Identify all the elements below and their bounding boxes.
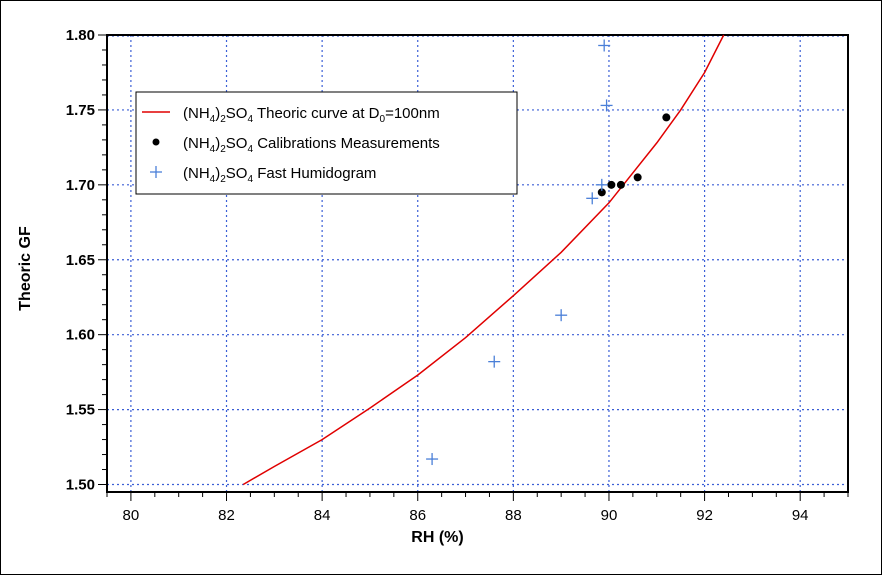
humidogram-point (595, 178, 608, 191)
calibration-point (607, 180, 616, 189)
humidogram-point (488, 355, 501, 368)
legend-label: (NH4)2SO4 Fast Humidogram (183, 165, 376, 185)
calibration-point (633, 173, 642, 182)
x-tick-label: 88 (505, 507, 522, 524)
y-axis-label: Theoric GF (17, 226, 34, 311)
x-axis-label: RH (%) (411, 529, 463, 546)
calibration-point (662, 113, 671, 122)
humidogram-point (555, 309, 568, 322)
legend-item: (NH4)2SO4 Theoric curve at D0=100nm (142, 105, 440, 125)
x-tick-label: 92 (696, 507, 713, 524)
legend-item: (NH4)2SO4 Calibrations Measurements (152, 135, 440, 155)
plot-area (106, 34, 849, 493)
y-tick-label: 1.65 (66, 252, 95, 269)
legend-label: (NH4)2SO4 Calibrations Measurements (183, 135, 440, 155)
humidogram-point (426, 453, 439, 466)
x-tick-label: 86 (409, 507, 426, 524)
x-tick-label: 90 (601, 507, 618, 524)
legend: (NH4)2SO4 Theoric curve at D0=100nm (NH4)… (135, 91, 518, 195)
legend-dot-swatch (152, 138, 160, 146)
calibration-point (597, 188, 606, 197)
legend-label: (NH4)2SO4 Theoric curve at D0=100nm (183, 105, 440, 125)
y-tick-label: 1.70 (66, 177, 95, 194)
y-tick-label: 1.50 (66, 477, 95, 494)
legend-box (135, 91, 518, 195)
y-tick-label: 1.80 (66, 27, 95, 44)
legend-item: (NH4)2SO4 Fast Humidogram (150, 165, 376, 185)
y-tick-label: 1.60 (66, 327, 95, 344)
series-layer (242, 34, 725, 486)
x-tick-label: 84 (314, 507, 331, 524)
x-tick-label: 80 (123, 507, 140, 524)
theoric-curve-line (242, 34, 725, 486)
y-tick-label: 1.55 (66, 402, 95, 419)
humidogram-point (586, 192, 599, 205)
x-tick-label: 94 (792, 507, 809, 524)
humidogram-point (600, 99, 613, 112)
tick-group: 80 82 84 86 88 90 92 94 1.50 1.55 1.60 1.65 1.70 1.75… (66, 27, 849, 524)
y-tick-label: 1.75 (66, 102, 95, 119)
humidogram-point (598, 39, 611, 52)
calibration-point (616, 180, 625, 189)
x-tick-label: 82 (218, 507, 235, 524)
